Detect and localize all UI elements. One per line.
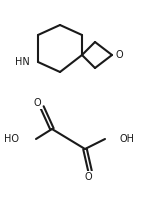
Text: O: O [33,98,41,108]
Text: O: O [115,50,123,60]
Text: HN: HN [15,57,30,67]
Text: OH: OH [120,134,135,144]
Text: O: O [84,172,92,182]
Text: HO: HO [4,134,19,144]
